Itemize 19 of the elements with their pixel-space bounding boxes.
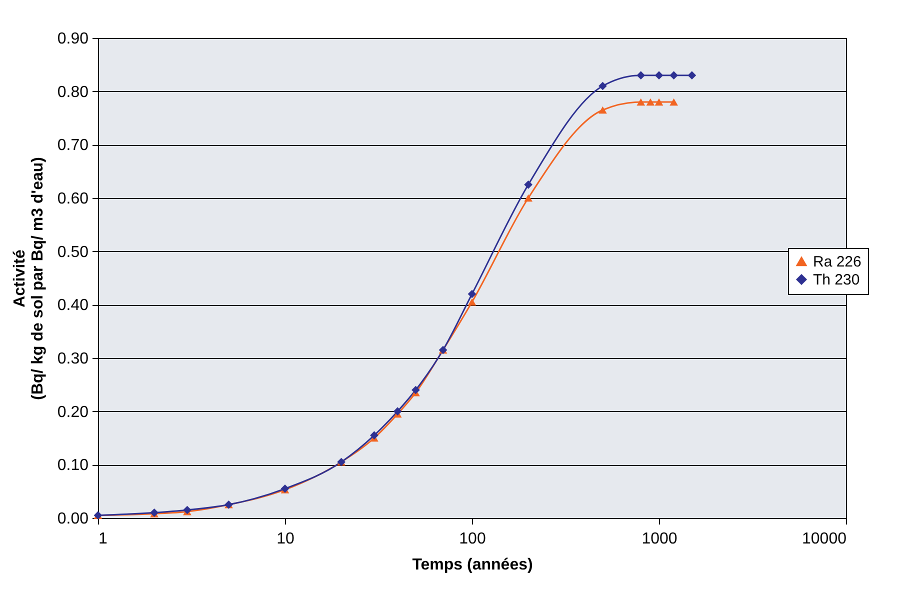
y-tick-label: 0.50 — [57, 244, 89, 261]
x-axis-title: Temps (années) — [412, 556, 533, 574]
legend-label: Th 230 — [813, 272, 860, 288]
y-tick-label: 0.30 — [57, 350, 89, 368]
x-tick-label: 1 — [98, 530, 108, 548]
y-axis-title: Activité (Bq/ kg de sol par Bq/ m3 d'eau) — [11, 157, 46, 400]
y-tick-label: 0.40 — [57, 297, 89, 314]
y-tick-label: 0.70 — [57, 137, 89, 154]
y-tick-label: 0.60 — [57, 190, 89, 208]
x-tick-label: 1000 — [642, 530, 678, 548]
x-tick-label: 10 — [276, 530, 294, 548]
y-tick-label: 0.90 — [57, 30, 89, 48]
x-tick-label: 10000 — [802, 530, 847, 548]
legend-label: Ra 226 — [813, 254, 862, 270]
y-tick-label: 0.80 — [57, 84, 89, 101]
y-tick-label: 0.20 — [57, 404, 89, 421]
y-tick-label: 0.00 — [57, 510, 89, 528]
y-tick-label: 0.10 — [57, 457, 89, 474]
x-tick-label: 100 — [459, 530, 486, 548]
